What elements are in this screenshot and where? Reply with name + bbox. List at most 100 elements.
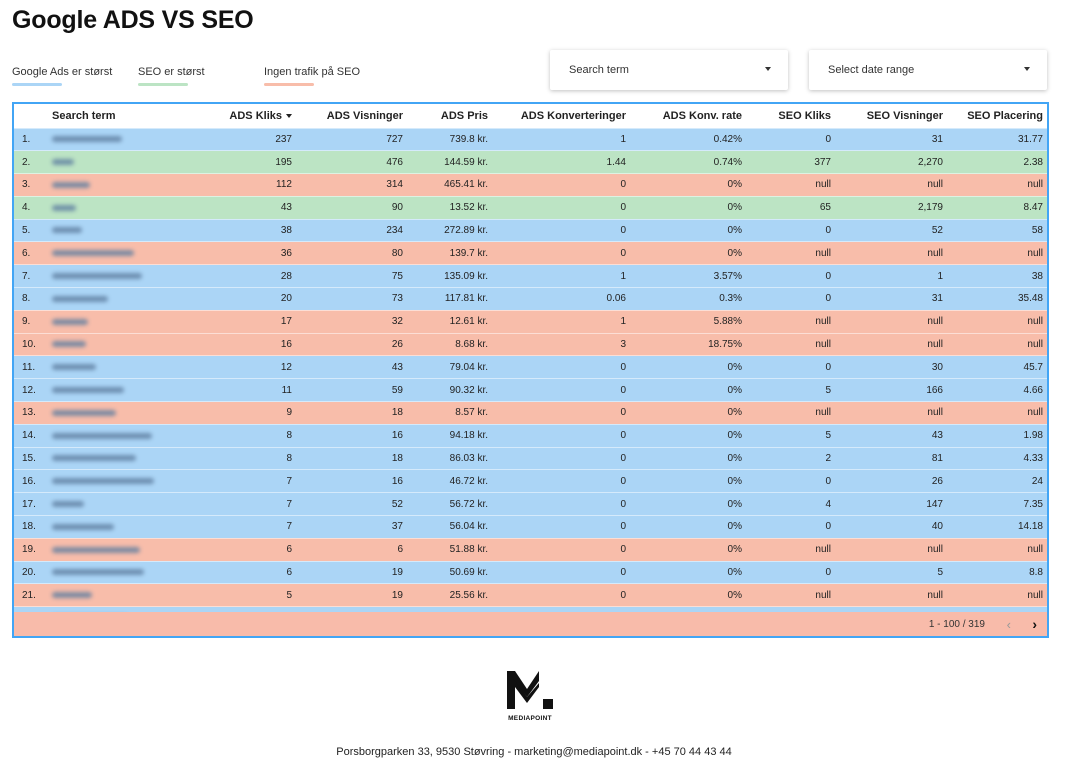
cell-ads-konv-rate: 0.3% — [632, 287, 748, 311]
column-header-ads-pris[interactable]: ADS Pris — [409, 104, 494, 128]
column-header-seo-kliks[interactable]: SEO Kliks — [748, 104, 837, 128]
cell-seo-kliks: 0 — [748, 355, 837, 379]
table-body: 1. 237 727 739.8 kr. 1 0.42% 0 31 31.77 2. 195 476 1… — [14, 127, 1047, 630]
cell-seo-visninger: 31 — [837, 287, 949, 311]
cell-ads-konv-rate: 0% — [632, 173, 748, 197]
cell-seo-kliks: 0 — [748, 469, 837, 493]
cell-seo-visninger: null — [837, 401, 949, 425]
cell-seo-kliks: 0 — [748, 127, 837, 151]
column-header-ads-kliks[interactable]: ADS Kliks — [170, 104, 298, 128]
cell-ads-visninger: 16 — [298, 469, 409, 493]
cell-seo-kliks: null — [748, 332, 837, 356]
table-row[interactable]: 2. 195 476 144.59 kr. 1.44 0.74% 377 2,270 2.38 — [14, 150, 1047, 174]
cell-seo-kliks: 2 — [748, 446, 837, 470]
table-row[interactable]: 17. 7 52 56.72 kr. 0 0% 4 147 7.35 — [14, 492, 1047, 516]
cell-ads-konv-rate: 0% — [632, 560, 748, 584]
cell-ads-konv-rate: 0% — [632, 355, 748, 379]
cell-ads-visninger: 18 — [298, 401, 409, 425]
table-row[interactable]: 7. 28 75 135.09 kr. 1 3.57% 0 1 38 — [14, 264, 1047, 288]
search-term-filter[interactable]: Search term — [550, 50, 788, 90]
table-row[interactable]: 15. 8 18 86.03 kr. 0 0% 2 81 4.33 — [14, 446, 1047, 470]
table-row[interactable]: 18. 7 37 56.04 kr. 0 0% 0 40 14.18 — [14, 515, 1047, 539]
table-row[interactable]: 6. 36 80 139.7 kr. 0 0% null null null — [14, 241, 1047, 265]
redacted-term — [52, 501, 84, 507]
cell-ads-pris: 56.04 kr. — [409, 515, 494, 539]
cell-seo-kliks: null — [748, 583, 837, 607]
cell-seo-kliks: 5 — [748, 423, 837, 448]
cell-search-term — [46, 469, 170, 493]
column-header-search-term[interactable]: Search term — [46, 104, 170, 128]
cell-ads-konverteringer: 0.06 — [494, 287, 632, 311]
cell-ads-konverteringer: 0 — [494, 378, 632, 402]
column-header-seo-placering[interactable]: SEO Placering — [949, 104, 1047, 128]
cell-ads-konv-rate: 0% — [632, 469, 748, 493]
cell-search-term — [46, 583, 170, 607]
cell-seo-kliks: 5 — [748, 378, 837, 402]
date-range-filter-label: Select date range — [828, 64, 915, 76]
cell-search-term — [46, 309, 170, 334]
redacted-term — [52, 364, 96, 371]
chevron-left-icon[interactable]: ‹ — [1006, 617, 1011, 632]
column-header-ads-visninger[interactable]: ADS Visninger — [298, 104, 409, 128]
cell-ads-pris: 12.61 kr. — [409, 309, 494, 334]
cell-ads-konv-rate: 0% — [632, 218, 748, 242]
table-row[interactable]: 4. 43 90 13.52 kr. 0 0% 65 2,179 8.47 — [14, 195, 1047, 220]
row-index: 1. — [14, 127, 46, 151]
table-row[interactable]: 21. 5 19 25.56 kr. 0 0% null null null — [14, 583, 1047, 607]
legend-swatch-none — [264, 83, 314, 86]
cell-search-term — [46, 423, 170, 448]
table-row[interactable]: 19. 6 6 51.88 kr. 0 0% null null null — [14, 537, 1047, 562]
cell-search-term — [46, 127, 170, 151]
cell-seo-kliks: null — [748, 309, 837, 334]
caret-down-icon — [765, 67, 771, 71]
cell-seo-visninger: null — [837, 173, 949, 197]
cell-seo-visninger: 1 — [837, 264, 949, 288]
cell-seo-placering: 8.8 — [949, 560, 1047, 584]
legend-label: Google Ads er størst — [12, 66, 113, 78]
cell-seo-visninger: null — [837, 332, 949, 356]
table-row[interactable]: 1. 237 727 739.8 kr. 1 0.42% 0 31 31.77 — [14, 127, 1047, 151]
pagination-range: 1 - 100 / 319 — [928, 619, 985, 630]
date-range-filter[interactable]: Select date range — [809, 50, 1047, 90]
cell-ads-konverteringer: 0 — [494, 173, 632, 197]
table-row[interactable]: 13. 9 18 8.57 kr. 0 0% null null null — [14, 401, 1047, 425]
column-header-ads-konverteringer[interactable]: ADS Konverteringer — [494, 104, 632, 128]
table-row[interactable]: 3. 112 314 465.41 kr. 0 0% null null null — [14, 173, 1047, 197]
table-row[interactable]: 8. 20 73 117.81 kr. 0.06 0.3% 0 31 35.48 — [14, 287, 1047, 311]
cell-seo-visninger: 2,179 — [837, 195, 949, 220]
column-header-seo-visninger[interactable]: SEO Visninger — [837, 104, 949, 128]
cell-ads-pris: 139.7 kr. — [409, 241, 494, 265]
cell-ads-pris: 8.68 kr. — [409, 332, 494, 356]
redacted-term — [52, 250, 134, 257]
table-row[interactable]: 20. 6 19 50.69 kr. 0 0% 0 5 8.8 — [14, 560, 1047, 584]
cell-ads-pris: 56.72 kr. — [409, 492, 494, 516]
cell-seo-visninger: 30 — [837, 355, 949, 379]
cell-seo-kliks: null — [748, 241, 837, 265]
data-table: Search term ADS Kliks ADS Visninger ADS … — [12, 102, 1049, 638]
cell-ads-kliks: 7 — [170, 515, 298, 539]
table-row[interactable]: 14. 8 16 94.18 kr. 0 0% 5 43 1.98 — [14, 423, 1047, 448]
table-row[interactable]: 5. 38 234 272.89 kr. 0 0% 0 52 58 — [14, 218, 1047, 242]
cell-ads-visninger: 43 — [298, 355, 409, 379]
cell-search-term — [46, 332, 170, 356]
table-row[interactable]: 9. 17 32 12.61 kr. 1 5.88% null null null — [14, 309, 1047, 334]
chevron-right-icon[interactable]: › — [1032, 616, 1037, 632]
cell-seo-placering: 1.98 — [949, 423, 1047, 448]
cell-ads-konverteringer: 1 — [494, 264, 632, 288]
cell-ads-visninger: 73 — [298, 287, 409, 311]
table-row[interactable]: 12. 11 59 90.32 kr. 0 0% 5 166 4.66 — [14, 378, 1047, 402]
row-index: 9. — [14, 309, 46, 334]
cell-ads-kliks: 8 — [170, 423, 298, 448]
cell-ads-konverteringer: 0 — [494, 515, 632, 539]
table-row[interactable]: 16. 7 16 46.72 kr. 0 0% 0 26 24 — [14, 469, 1047, 493]
pagination: 1 - 100 / 319 ‹ › — [14, 612, 1047, 636]
cell-ads-visninger: 314 — [298, 173, 409, 197]
redacted-term — [52, 204, 76, 211]
table-row[interactable]: 10. 16 26 8.68 kr. 3 18.75% null null null — [14, 332, 1047, 356]
cell-ads-konv-rate: 0% — [632, 515, 748, 539]
cell-seo-placering: null — [949, 537, 1047, 562]
table-row[interactable]: 11. 12 43 79.04 kr. 0 0% 0 30 45.7 — [14, 355, 1047, 379]
cell-ads-konverteringer: 0 — [494, 218, 632, 242]
cell-ads-konverteringer: 0 — [494, 241, 632, 265]
column-header-ads-konv-rate[interactable]: ADS Konv. rate — [632, 104, 748, 128]
